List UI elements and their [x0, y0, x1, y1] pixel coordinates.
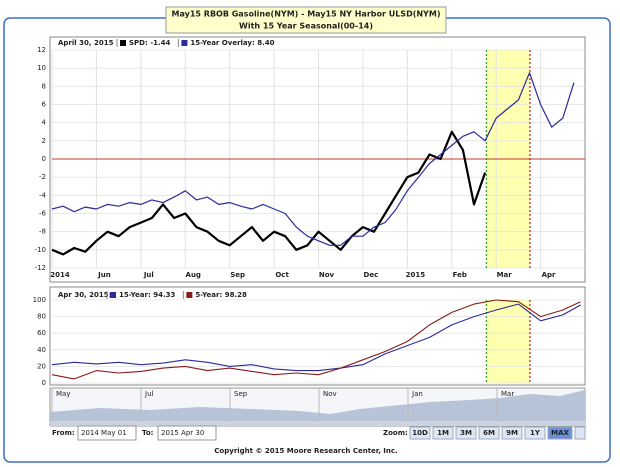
y-tick-label: 2 — [42, 137, 46, 145]
from-label: From: — [52, 429, 75, 437]
navigator-label: May — [56, 390, 70, 398]
x-tick-label: Sep — [230, 271, 245, 279]
legend-swatch — [186, 292, 193, 298]
y-tick-label: 60 — [37, 329, 46, 337]
y-tick-label: 12 — [37, 46, 46, 54]
y-tick-label: 8 — [42, 82, 46, 90]
zoom-button-label[interactable]: 10D — [412, 429, 428, 437]
zoom-button-label[interactable]: MAX — [551, 429, 569, 437]
y-tick-label: 6 — [42, 101, 47, 109]
y-tick-label: 4 — [42, 119, 47, 127]
y-tick-label: 40 — [37, 346, 46, 354]
legend-label: 15-Year Overlay: 8.40 — [190, 39, 274, 47]
navigator-label: Jan — [411, 390, 423, 398]
y-tick-label: 20 — [37, 362, 46, 370]
y-tick-label: 80 — [37, 313, 46, 321]
y-tick-label: -2 — [39, 173, 46, 181]
zoom-button[interactable] — [455, 426, 477, 440]
y-tick-label: 0 — [42, 379, 46, 387]
x-tick-label: Oct — [275, 271, 289, 279]
from-input[interactable] — [77, 425, 137, 441]
navigator-label: Nov — [323, 390, 337, 398]
zoom-label: Zoom: — [383, 429, 408, 437]
legend-swatch — [181, 40, 188, 46]
y-tick-label: 100 — [33, 296, 46, 304]
y-tick-label: -12 — [35, 264, 46, 272]
navigator-area — [50, 390, 585, 421]
y-tick-label: -4 — [39, 191, 47, 199]
zoom-button-label[interactable]: 9M — [506, 429, 518, 437]
zoom-button-label[interactable]: 1M — [437, 429, 449, 437]
zoom-button-label[interactable]: 3M — [460, 429, 472, 437]
series-line — [51, 303, 581, 372]
zoom-button[interactable] — [501, 426, 523, 440]
copyright: Copyright © 2015 Moore Research Center, … — [214, 447, 397, 455]
y-tick-label: -10 — [35, 246, 46, 254]
title: May15 RBOB Gasoline(NYM) - May15 NY Harb… — [172, 10, 441, 19]
seasonal-window — [486, 300, 530, 383]
y-tick-label: 0 — [42, 155, 46, 163]
to-label: To: — [142, 429, 154, 437]
zoom-button-label[interactable]: 1Y — [530, 429, 541, 437]
navigator-label: Jul — [144, 390, 154, 398]
y-tick-label: 10 — [37, 64, 46, 72]
zoom-button-label[interactable]: 6M — [483, 429, 495, 437]
y-tick-label: -6 — [39, 210, 47, 218]
zoom-button[interactable] — [478, 426, 500, 440]
legend-label: 5-Year: 98.28 — [195, 291, 247, 299]
info-date: April 30, 2015 — [58, 39, 114, 47]
x-tick-label: Aug — [186, 271, 201, 279]
reset-zoom[interactable] — [574, 426, 586, 440]
title-box — [165, 6, 447, 34]
to-value[interactable]: 2015 Apr 30 — [161, 429, 204, 437]
x-tick-label: Jun — [97, 271, 111, 279]
navigator-label: Mar — [501, 390, 514, 398]
y-tick-label: -8 — [39, 228, 46, 236]
x-tick-label: Feb — [453, 271, 467, 279]
zoom-button[interactable] — [432, 426, 454, 440]
x-tick-label: 2014 — [50, 271, 70, 279]
series-line — [51, 299, 581, 380]
scrollbar[interactable] — [50, 421, 585, 426]
series-line — [51, 130, 487, 256]
to-input[interactable] — [157, 425, 217, 441]
x-tick-label: Nov — [319, 271, 335, 279]
legend-swatch — [120, 40, 126, 46]
legend-swatch — [110, 292, 116, 298]
x-tick-label: Dec — [364, 271, 379, 279]
legend-label: SPD: -1.44 — [129, 39, 171, 47]
x-tick-label: Apr — [542, 271, 556, 279]
zoom-button[interactable] — [547, 426, 573, 440]
from-value[interactable]: 2014 May 01 — [81, 429, 127, 437]
zoom-button[interactable] — [524, 426, 546, 440]
zoom-button[interactable] — [409, 426, 431, 440]
info-date: Apr 30, 2015: — [58, 291, 112, 299]
x-tick-label: Jul — [143, 271, 154, 279]
x-tick-label: Mar — [497, 271, 513, 279]
series-line — [51, 72, 575, 246]
title: With 15 Year Seasonal(00-14) — [239, 22, 373, 31]
x-tick-label: 2015 — [406, 271, 426, 279]
legend-label: 15-Year: 94.33 — [119, 291, 175, 299]
navigator-label: Sep — [234, 390, 248, 398]
